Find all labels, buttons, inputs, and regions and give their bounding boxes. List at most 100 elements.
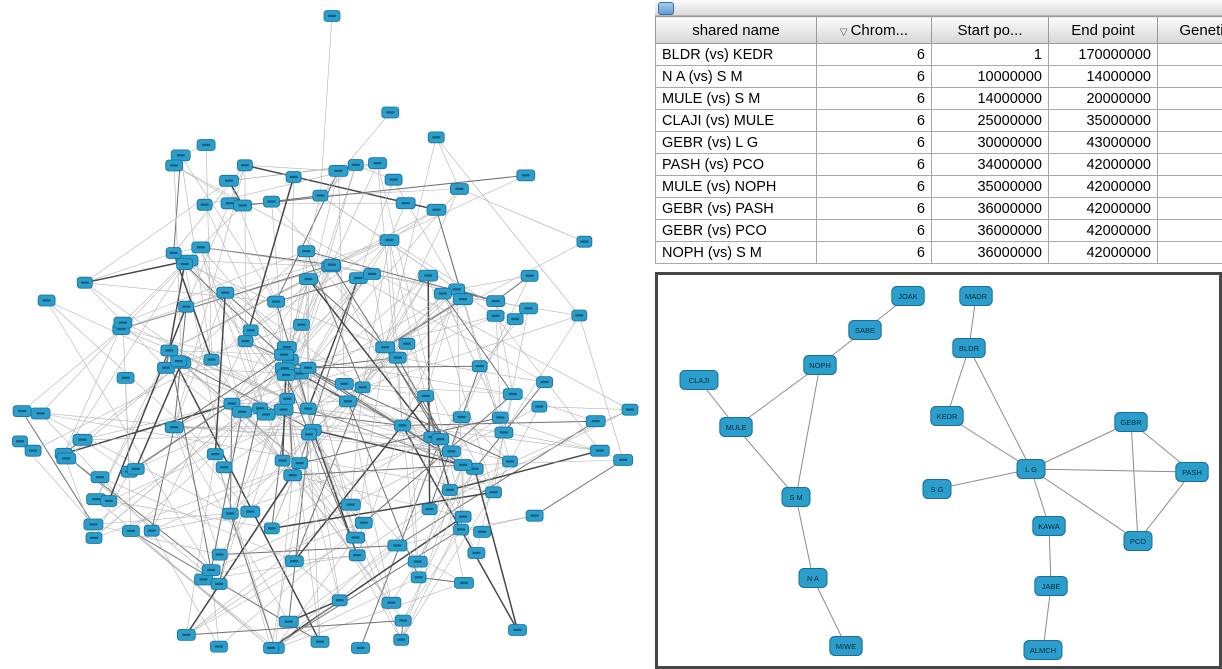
overview-node[interactable] [375,341,396,354]
overview-node[interactable] [165,247,182,259]
overview-node[interactable] [263,522,280,535]
overview-node[interactable] [589,444,610,457]
overview-node[interactable] [516,169,536,182]
overview-node[interactable] [417,390,435,402]
overview-node[interactable] [384,173,403,186]
overview-node[interactable] [398,337,416,350]
subnetwork-edge-NOPH-S M[interactable] [795,364,821,498]
overview-node[interactable] [237,335,254,348]
overview-node[interactable] [379,234,400,247]
overview-node[interactable] [283,469,303,482]
overview-node[interactable] [274,454,291,467]
overview-node[interactable] [407,555,428,568]
overview-node[interactable] [165,159,184,172]
overview-node[interactable] [285,171,302,183]
overview-node[interactable] [486,295,506,308]
overview-node[interactable] [502,388,523,401]
overview-node[interactable] [24,444,42,457]
subnetwork-node-almch[interactable]: ALMCH [1023,640,1063,660]
overview-node[interactable] [387,539,408,552]
overview-node[interactable] [216,286,235,299]
overview-node[interactable] [301,428,317,441]
overview-node[interactable] [506,313,524,326]
overview-node[interactable] [176,258,194,271]
overview-node[interactable] [170,355,188,368]
subnetwork-node-joak[interactable]: JOAK [891,286,925,306]
overview-node[interactable] [122,525,140,537]
overview-node[interactable] [388,351,407,364]
overview-node[interactable] [312,189,329,202]
overview-node[interactable] [381,106,400,119]
overview-node[interactable] [328,164,349,177]
overview-node[interactable] [520,269,539,282]
overview-node[interactable] [433,287,452,300]
overview-node[interactable] [368,157,387,170]
overview-node[interactable] [30,407,51,420]
subnetwork-edge-L G-GEBR[interactable] [1030,421,1132,470]
overview-node[interactable] [449,183,469,195]
overview-node[interactable] [232,405,253,418]
table-row[interactable]: NOPH (vs) S M636000000420000009.9 [655,241,1222,264]
column-header-genetic[interactable]: Genetic... [1157,16,1222,44]
overview-node[interactable] [242,324,259,337]
overview-node[interactable] [273,403,294,416]
subnetwork-edge-NOPH-MULE[interactable] [735,364,821,428]
overview-node[interactable] [393,419,411,432]
overview-node[interactable] [453,459,473,471]
overview-node[interactable] [348,549,366,562]
overview-node[interactable] [338,395,357,408]
overview-node[interactable] [113,316,133,329]
overview-node[interactable] [467,547,486,559]
overview-node[interactable] [263,642,280,654]
overview-node[interactable] [85,532,103,544]
overview-node[interactable] [393,633,410,646]
overview-node[interactable] [453,523,470,536]
subnetwork-node-kedr[interactable]: KEDR [930,406,964,426]
overview-node[interactable] [297,245,316,258]
overview-node[interactable] [164,421,184,434]
overview-node[interactable] [340,498,361,511]
overview-node[interactable] [206,448,224,461]
overview-node[interactable] [454,510,472,523]
overview-node[interactable] [410,571,427,584]
column-header-shared-name[interactable]: shared name [655,16,817,44]
overview-node[interactable] [536,376,553,389]
overview-node[interactable] [299,273,318,286]
overview-node[interactable] [491,411,509,424]
overview-node[interactable] [201,564,221,576]
table-toolbar-button[interactable] [658,2,674,15]
subnetwork-node-claji[interactable]: CLAJI [679,370,719,390]
overview-node[interactable] [431,433,450,446]
overview-node[interactable] [236,159,253,172]
overview-node[interactable] [240,505,261,518]
overview-node[interactable] [209,640,228,653]
subnetwork-edge-BLDR-L G[interactable] [968,347,1032,470]
subnetwork-edge-L G-PASH[interactable] [1030,468,1193,473]
overview-node[interactable] [263,195,280,208]
overview-node[interactable] [56,452,77,465]
overview-node[interactable] [427,131,445,144]
overview-node[interactable] [354,516,373,529]
overview-node[interactable] [219,174,239,187]
table-row[interactable]: CLAJI (vs) MULE625000000350000005.9 [655,109,1222,132]
overview-node[interactable] [363,268,381,280]
overview-node[interactable] [278,615,299,628]
overview-node[interactable] [276,369,296,381]
subnetwork-node-s-m[interactable]: S M [781,487,811,507]
overview-node[interactable] [143,524,160,537]
overview-node[interactable] [323,10,341,22]
overview-network-canvas[interactable] [0,0,655,669]
overview-node[interactable] [486,309,505,322]
overview-node[interactable] [576,235,593,248]
overview-node[interactable] [211,548,228,561]
overview-node[interactable] [203,353,220,366]
column-header-end-point[interactable]: End point [1048,16,1158,44]
table-row[interactable]: GEBR (vs) PASH636000000420000008.9 [655,197,1222,220]
overview-node[interactable] [221,507,239,520]
subnetwork-edge-S M-N A[interactable] [795,496,814,579]
subnetwork-node-sabe[interactable]: SABE [848,320,882,340]
subnetwork-node-s-g[interactable]: S G [922,479,952,499]
subnetwork-node-mule[interactable]: MULE [719,417,753,437]
overview-node[interactable] [426,203,447,216]
overview-node[interactable] [494,426,514,439]
